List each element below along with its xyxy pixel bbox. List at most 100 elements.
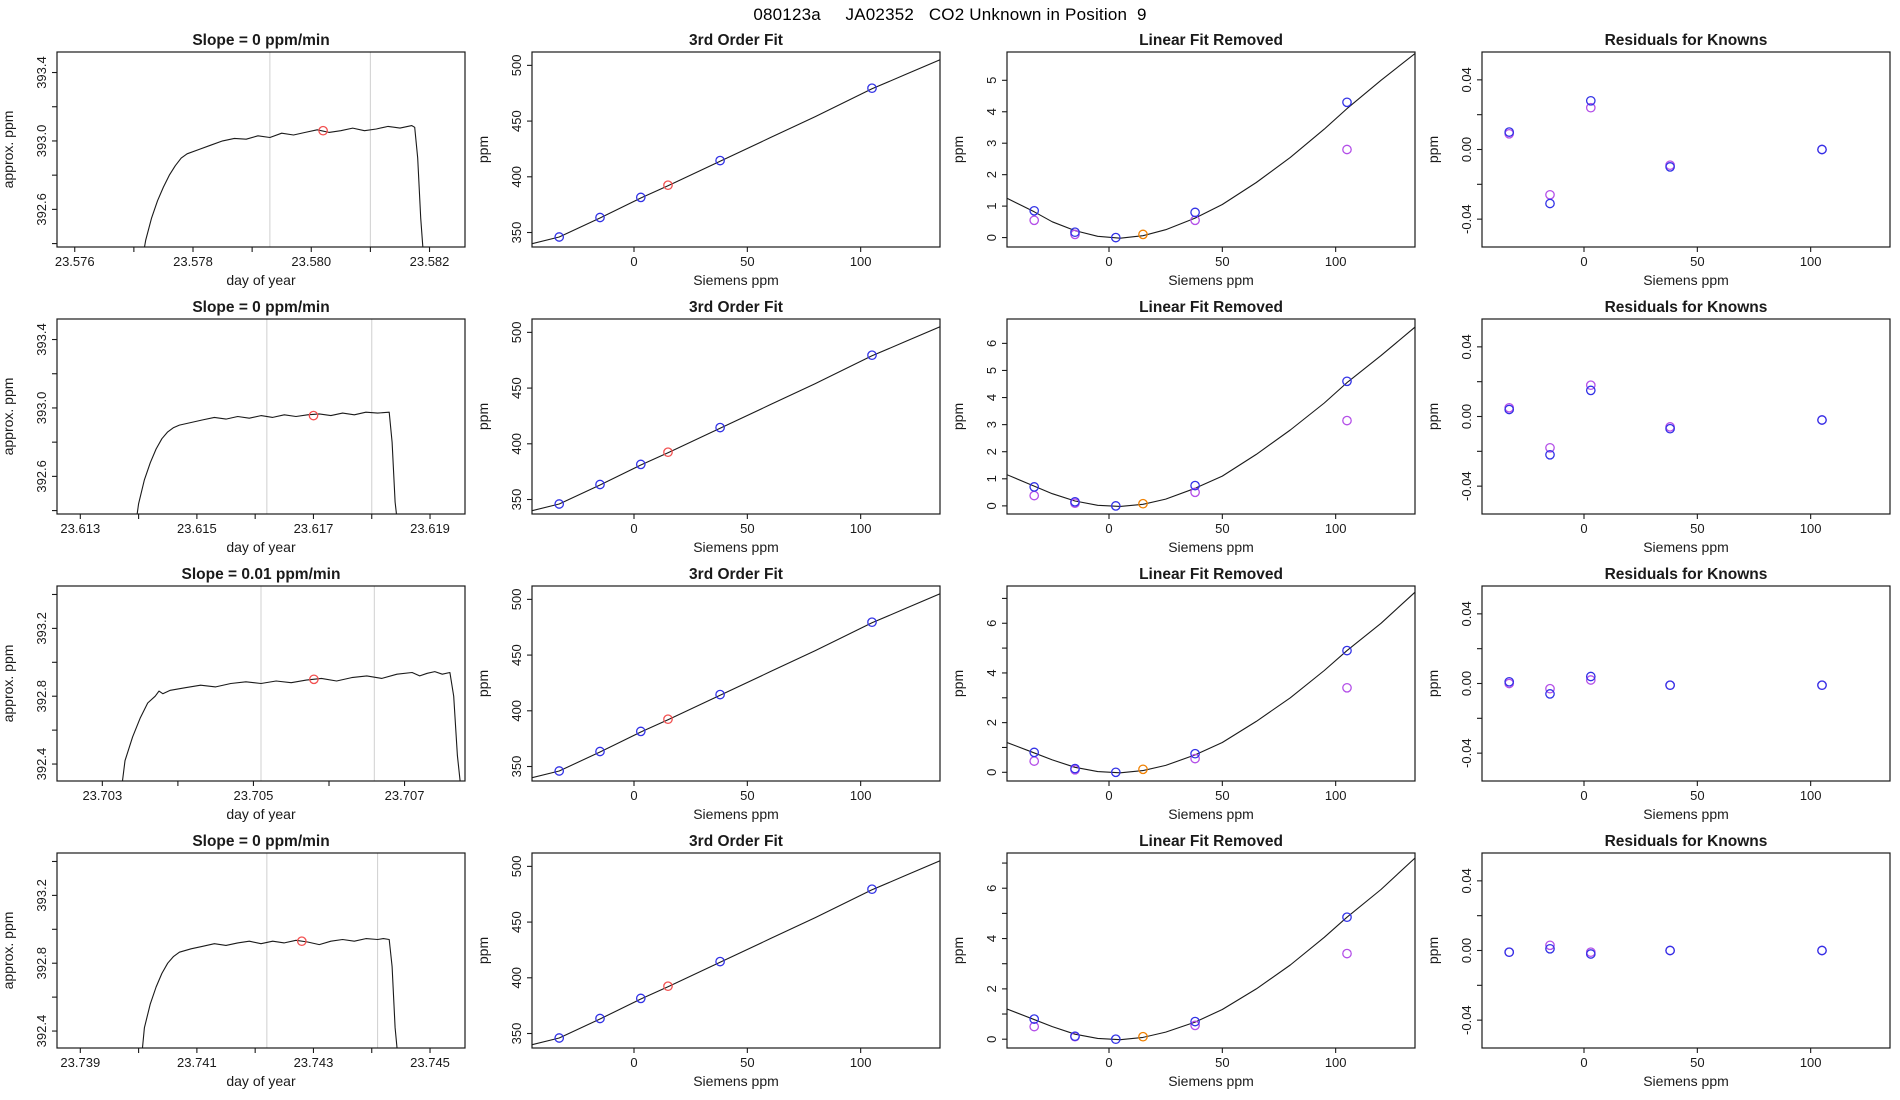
y-axis-label: ppm [950, 136, 966, 163]
y-tick-label: 392.4 [34, 1015, 49, 1048]
y-tick-label: 3 [984, 140, 999, 147]
x-tick-label: 50 [1690, 521, 1704, 536]
data-point-blue [867, 884, 877, 895]
y-tick-label: 0.04 [1459, 868, 1474, 893]
plot-border [531, 51, 941, 248]
x-tick-label: 0 [1105, 788, 1112, 803]
data-point-red [308, 410, 319, 421]
y-axis-label: ppm [475, 136, 491, 163]
x-tick-label: 50 [740, 788, 754, 803]
y-tick-label: 500 [509, 856, 524, 878]
data-point-blue [1504, 947, 1515, 958]
data-point-purple [1545, 940, 1555, 951]
x-tick-label: 50 [1215, 1055, 1229, 1070]
y-axis-label: ppm [950, 937, 966, 964]
data-point-blue [1029, 1014, 1040, 1024]
x-tick-label: 50 [740, 1055, 754, 1070]
plot-border [1481, 51, 1891, 248]
y-tick-label: 0.04 [1459, 601, 1474, 626]
data-point-blue [715, 155, 725, 166]
series-line [532, 860, 940, 1046]
chart-title: Linear Fit Removed [1139, 566, 1283, 583]
data-point-blue [1545, 689, 1555, 699]
plot-border [531, 318, 941, 515]
chart-r4c2: 0 50 100 350 400 450 500 3rd Order Fit Siemens p… [475, 831, 950, 1098]
x-tick-label: 100 [1800, 254, 1822, 269]
data-point-blue [1545, 449, 1555, 460]
data-point-purple [1585, 102, 1596, 113]
data-point-purple [1545, 442, 1555, 453]
x-tick-label: 0 [1105, 521, 1112, 536]
data-point-blue [595, 479, 605, 490]
data-point-blue [1110, 501, 1121, 511]
x-tick-label: 50 [1215, 254, 1229, 269]
data-point-orange [1138, 229, 1148, 240]
data-point-blue [1110, 767, 1121, 778]
x-tick-label: 0 [630, 788, 637, 803]
x-tick-label: 23.613 [60, 521, 100, 536]
data-point-purple [1342, 415, 1352, 426]
chart-title: Residuals for Knowns [1605, 566, 1768, 583]
x-axis-label: Siemens ppm [693, 539, 779, 555]
x-tick-label: 50 [1690, 1055, 1704, 1070]
x-axis-label: Siemens ppm [1168, 272, 1254, 288]
y-tick-label: 5 [984, 77, 999, 84]
data-point-blue [1110, 1034, 1121, 1045]
chart-svg-r1c4: 0 50 100 -0.04 0.00 0.04 Residuals for Knowns S… [1425, 32, 1891, 288]
data-point-blue [635, 192, 646, 203]
data-point-blue [867, 617, 877, 628]
x-tick-label: 100 [1325, 1055, 1347, 1070]
data-point-blue [1342, 97, 1352, 108]
series-line [141, 938, 398, 1048]
y-tick-label: 6 [984, 885, 999, 892]
data-point-blue [1665, 945, 1675, 956]
y-tick-label: 2 [984, 719, 999, 726]
y-axis-label: approx. ppm [0, 912, 16, 990]
chart-title: Slope = 0 ppm/min [192, 32, 329, 49]
data-point-blue [1665, 162, 1675, 172]
data-point-blue [1817, 945, 1827, 956]
x-axis-label: Siemens ppm [693, 272, 779, 288]
x-tick-label: 0 [1580, 521, 1587, 536]
x-tick-label: 0 [1105, 254, 1112, 269]
data-point-blue [1585, 385, 1596, 396]
y-axis-label: approx. ppm [0, 378, 16, 456]
y-tick-label: 500 [509, 55, 524, 77]
x-tick-label: 100 [1325, 254, 1347, 269]
y-tick-label: 400 [509, 166, 524, 188]
chart-r3c1: 23.703 23.705 23.707 392.4 392.8 393.2 Slope =… [0, 564, 475, 831]
y-tick-label: 393.0 [34, 125, 49, 158]
x-tick-label: 23.703 [82, 788, 122, 803]
x-tick-label: 100 [850, 788, 872, 803]
data-point-blue [1190, 207, 1200, 218]
y-tick-label: 393.2 [34, 612, 49, 645]
y-tick-label: 392.6 [34, 193, 49, 226]
y-tick-label: 392.8 [34, 947, 49, 980]
x-tick-label: 23.578 [173, 254, 213, 269]
y-tick-label: 4 [984, 669, 999, 676]
x-tick-label: 23.615 [177, 521, 217, 536]
data-point-blue [867, 83, 877, 94]
y-axis-label: ppm [1425, 670, 1441, 697]
data-point-orange [1138, 764, 1148, 775]
y-tick-label: 4 [984, 108, 999, 115]
plot-border [56, 318, 466, 515]
y-tick-label: 0.00 [1459, 137, 1474, 162]
data-point-blue [1817, 415, 1827, 425]
y-tick-label: 3 [984, 421, 999, 428]
chart-svg-r3c3: 0 50 100 0 2 4 6 Linear Fit Removed Siemens ppm p… [950, 566, 1416, 822]
y-axis-label: ppm [950, 670, 966, 697]
y-tick-label: 400 [509, 433, 524, 455]
x-tick-label: 100 [1800, 521, 1822, 536]
data-point-red [318, 125, 328, 136]
y-tick-label: 393.4 [34, 323, 49, 356]
plot-border [56, 585, 466, 782]
x-tick-label: 0 [630, 254, 637, 269]
y-tick-label: 393.0 [34, 392, 49, 425]
y-tick-label: 350 [509, 1023, 524, 1045]
data-point-blue [554, 499, 565, 509]
chart-r3c4: 0 50 100 -0.04 0.00 0.04 Residuals for Knowns S… [1425, 564, 1900, 831]
plot-border [56, 852, 466, 1049]
series-line [1007, 53, 1415, 239]
data-point-red [663, 714, 673, 725]
